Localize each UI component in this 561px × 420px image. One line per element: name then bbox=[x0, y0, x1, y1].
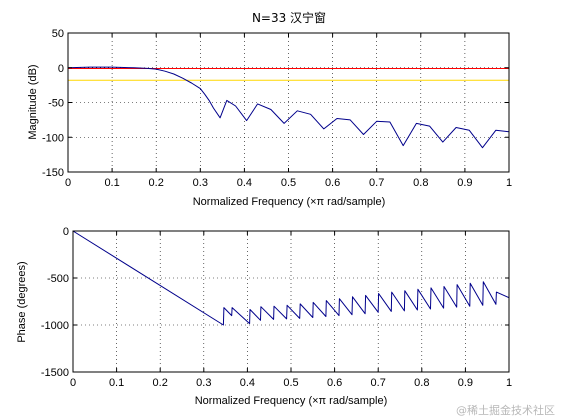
magnitude-y-label: Magnitude (dB) bbox=[27, 64, 39, 139]
y-tick-label: -1000 bbox=[41, 320, 69, 332]
y-tick-label: -1500 bbox=[41, 367, 69, 379]
x-tick-label: 0.3 bbox=[196, 377, 211, 389]
phase-x-ticks: 0 0.1 0.2 0.3 0.4 0.5 0.6 0.7 0.8 0.9 1 bbox=[70, 231, 512, 389]
x-tick-label: 0.3 bbox=[193, 177, 208, 189]
y-tick-label: -150 bbox=[42, 167, 64, 179]
phase-y-ticks: -1500 -1000 -500 0 bbox=[41, 226, 509, 379]
x-tick-label: 0.5 bbox=[283, 377, 298, 389]
x-tick-label: 1 bbox=[506, 177, 512, 189]
y-tick-label: -100 bbox=[42, 132, 64, 144]
phase-y-label: Phase (degrees) bbox=[16, 261, 28, 342]
y-tick-label: 0 bbox=[63, 226, 69, 238]
x-tick-label: 0.4 bbox=[237, 177, 252, 189]
watermark-text: @稀土掘金技术社区 bbox=[456, 404, 555, 417]
magnitude-x-ticks: 0 0.1 0.2 0.3 0.4 0.5 0.6 0.7 0.8 0.9 1 bbox=[65, 33, 512, 189]
magnitude-grid bbox=[68, 33, 509, 172]
x-tick-label: 0.1 bbox=[104, 177, 119, 189]
phase-grid bbox=[73, 231, 509, 372]
response-line bbox=[67, 66, 510, 149]
x-tick-label: 0.6 bbox=[327, 377, 342, 389]
x-tick-label: 0.1 bbox=[109, 377, 124, 389]
x-tick-label: 0.5 bbox=[281, 177, 296, 189]
x-tick-label: 0.8 bbox=[414, 377, 429, 389]
magnitude-plot: 0 0.1 0.2 0.3 0.4 0.5 0.6 0.7 0.8 0.9 1 -150 -100 -5… bbox=[27, 10, 512, 208]
x-tick-label: 0.6 bbox=[325, 177, 340, 189]
magnitude-series bbox=[67, 66, 510, 149]
magnitude-title: N=33 汉宁窗 bbox=[252, 10, 326, 25]
y-tick-label: 0 bbox=[58, 63, 64, 75]
x-tick-label: 0.4 bbox=[240, 377, 255, 389]
magnitude-y-ticks: -150 -100 -50 0 50 bbox=[42, 28, 509, 179]
y-tick-label: -500 bbox=[47, 273, 69, 285]
phase-plot-area bbox=[73, 231, 509, 372]
x-tick-label: 0.9 bbox=[457, 177, 472, 189]
x-tick-label: 0.7 bbox=[371, 377, 386, 389]
magnitude-x-label: Normalized Frequency (×π rad/sample) bbox=[193, 196, 386, 208]
x-tick-label: 0 bbox=[65, 177, 71, 189]
response-line bbox=[72, 230, 510, 326]
y-tick-label: -50 bbox=[48, 98, 64, 110]
x-tick-label: 0.8 bbox=[413, 177, 428, 189]
phase-plot: 0 0.1 0.2 0.3 0.4 0.5 0.6 0.7 0.8 0.9 1 -1500 -1000… bbox=[16, 226, 512, 407]
x-tick-label: 1 bbox=[506, 377, 512, 389]
phase-series bbox=[72, 230, 510, 326]
x-tick-label: 0.9 bbox=[458, 377, 473, 389]
x-tick-label: 0.2 bbox=[153, 377, 168, 389]
x-tick-label: 0.2 bbox=[149, 177, 164, 189]
phase-x-label: Normalized Frequency (×π rad/sample) bbox=[195, 395, 388, 407]
x-tick-label: 0.7 bbox=[369, 177, 384, 189]
x-tick-label: 0 bbox=[70, 377, 76, 389]
y-tick-label: 50 bbox=[52, 28, 64, 40]
